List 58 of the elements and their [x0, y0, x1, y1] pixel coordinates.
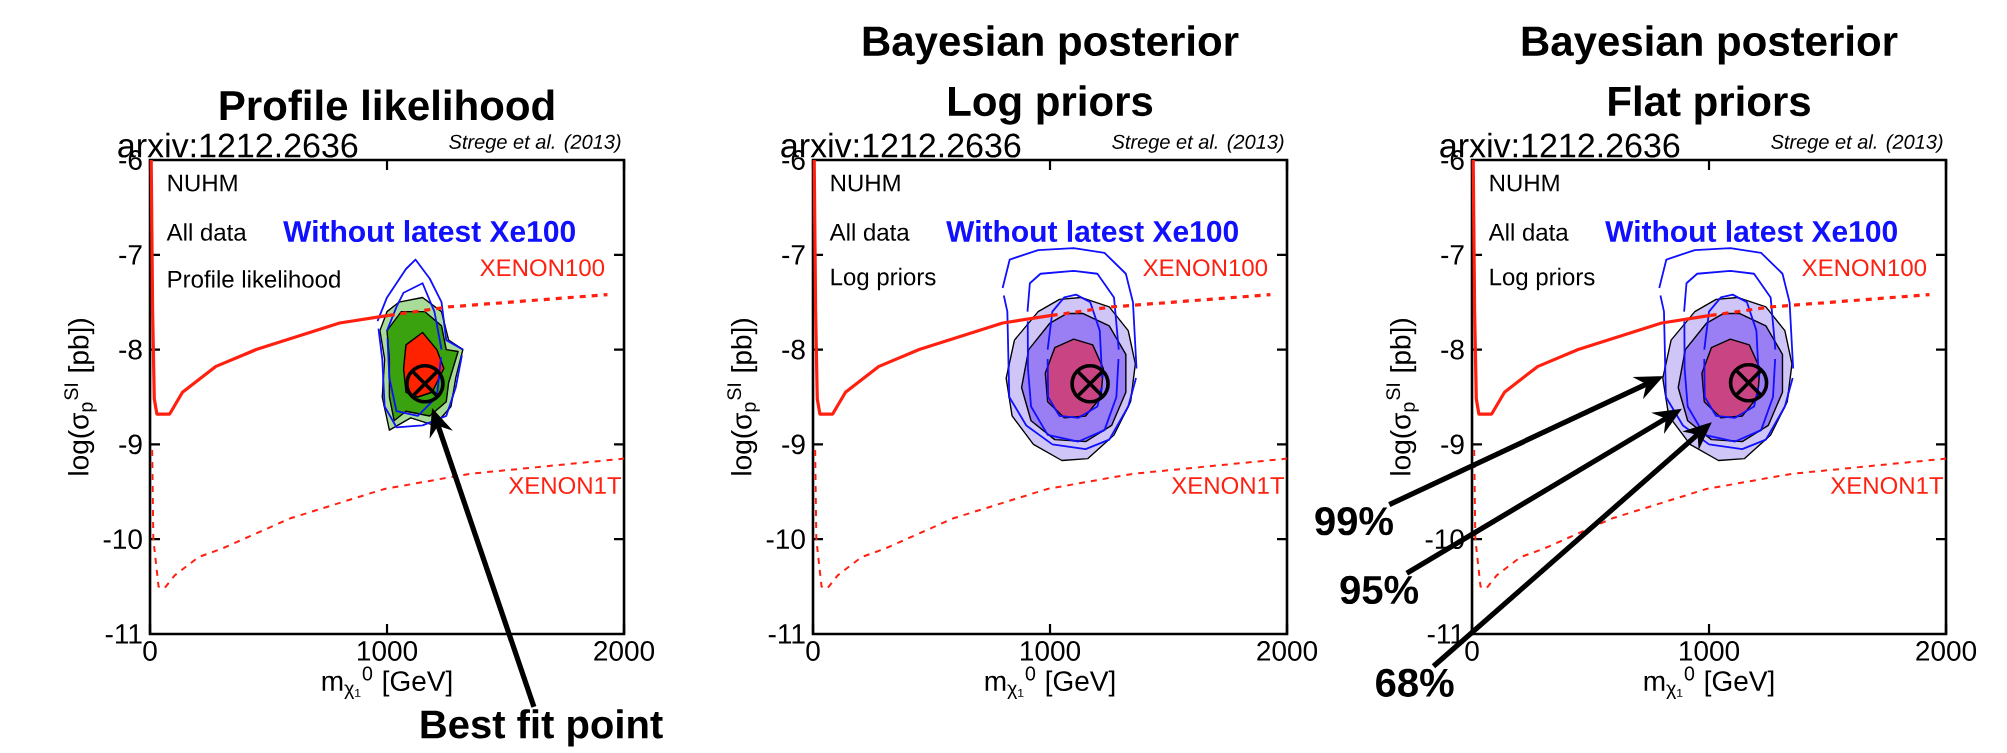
x-axis-title: m$_{χ₁}$$^{0}$ [GeV]	[1644, 666, 1774, 700]
annotation: Log priors	[1490, 267, 1595, 291]
chart-title: Profile likelihood	[220, 89, 554, 121]
x-axis-title: m$_{χ₁}$$^{0}$ [GeV]	[322, 666, 452, 700]
y-tick-label: -7	[782, 245, 805, 265]
text: Strege et al. (2013)	[449, 134, 621, 153]
x-tick-label: 0	[806, 641, 820, 661]
y-tick-label: -11	[768, 624, 805, 644]
y-tick-label: -9	[1441, 434, 1464, 455]
annotation: NUHM	[1490, 174, 1559, 192]
y-tick-label: -10	[766, 529, 805, 550]
x-tick-label: 2000	[1916, 641, 1977, 661]
annotation: NUHM	[831, 174, 900, 192]
chart-title: Bayesian posterior	[1522, 25, 1898, 65]
annotation: Without latest Xe100	[946, 220, 1238, 243]
x-tick-label: 0	[143, 641, 157, 661]
series-label: XENON1T	[508, 477, 622, 494]
x-tick-label: 2000	[594, 641, 655, 661]
x-tick-label: 1000	[1680, 641, 1740, 661]
x-tick-label: 1000	[1021, 641, 1081, 661]
text: 68%	[1376, 668, 1454, 697]
text: 99%	[1315, 507, 1393, 536]
y-axis-title: log(σ$_{p}$$^{SI}$ [pb])	[64, 319, 97, 475]
y-tick-label: -9	[119, 434, 142, 455]
annotation: All data	[1488, 223, 1569, 241]
series-label: XENON100	[1802, 259, 1927, 277]
annotation: Log priors	[831, 267, 936, 291]
x-tick-label: 1000	[358, 641, 418, 661]
text: Strege et al. (2013)	[1771, 134, 1943, 153]
y-tick-label: -8	[1441, 339, 1464, 360]
x-axis-title: m$_{χ₁}$$^{0}$ [GeV]	[985, 666, 1115, 700]
series-label: XENON100	[1143, 259, 1268, 277]
chart-title: Bayesian posterior	[863, 25, 1239, 65]
chart-subtitle: Log priors	[949, 85, 1153, 125]
text: Strege et al. (2013)	[1112, 134, 1284, 153]
y-axis-title: log(σ$_{p}$$^{SI}$ [pb])	[727, 319, 760, 475]
y-tick-label: -8	[119, 339, 142, 360]
annotation: Without latest Xe100	[283, 220, 575, 243]
series-label: XENON100	[480, 259, 605, 277]
series-label: XENON1T	[1830, 477, 1944, 494]
text: Best fit point	[421, 709, 663, 747]
y-tick-label: -7	[1441, 245, 1464, 265]
text: 95%	[1340, 575, 1419, 605]
chart-subtitle: Flat priors	[1609, 85, 1810, 125]
y-tick-label: -8	[782, 339, 805, 360]
y-tick-label: -7	[119, 245, 142, 265]
y-tick-label: -10	[103, 529, 142, 550]
y-tick-label: -9	[782, 434, 805, 455]
y-tick-label: -11	[105, 624, 142, 644]
series-label: XENON1T	[1171, 477, 1285, 494]
x-tick-label: 2000	[1257, 641, 1318, 661]
y-axis-title: log(σ$_{p}$$^{SI}$ [pb])	[1386, 319, 1419, 475]
annotation: All data	[829, 223, 910, 241]
annotation: All data	[166, 223, 247, 241]
annotation: NUHM	[168, 174, 237, 192]
x-tick-label: 0	[1465, 641, 1479, 661]
annotation: Without latest Xe100	[1605, 220, 1897, 243]
annotation: Profile likelihood	[168, 270, 340, 288]
